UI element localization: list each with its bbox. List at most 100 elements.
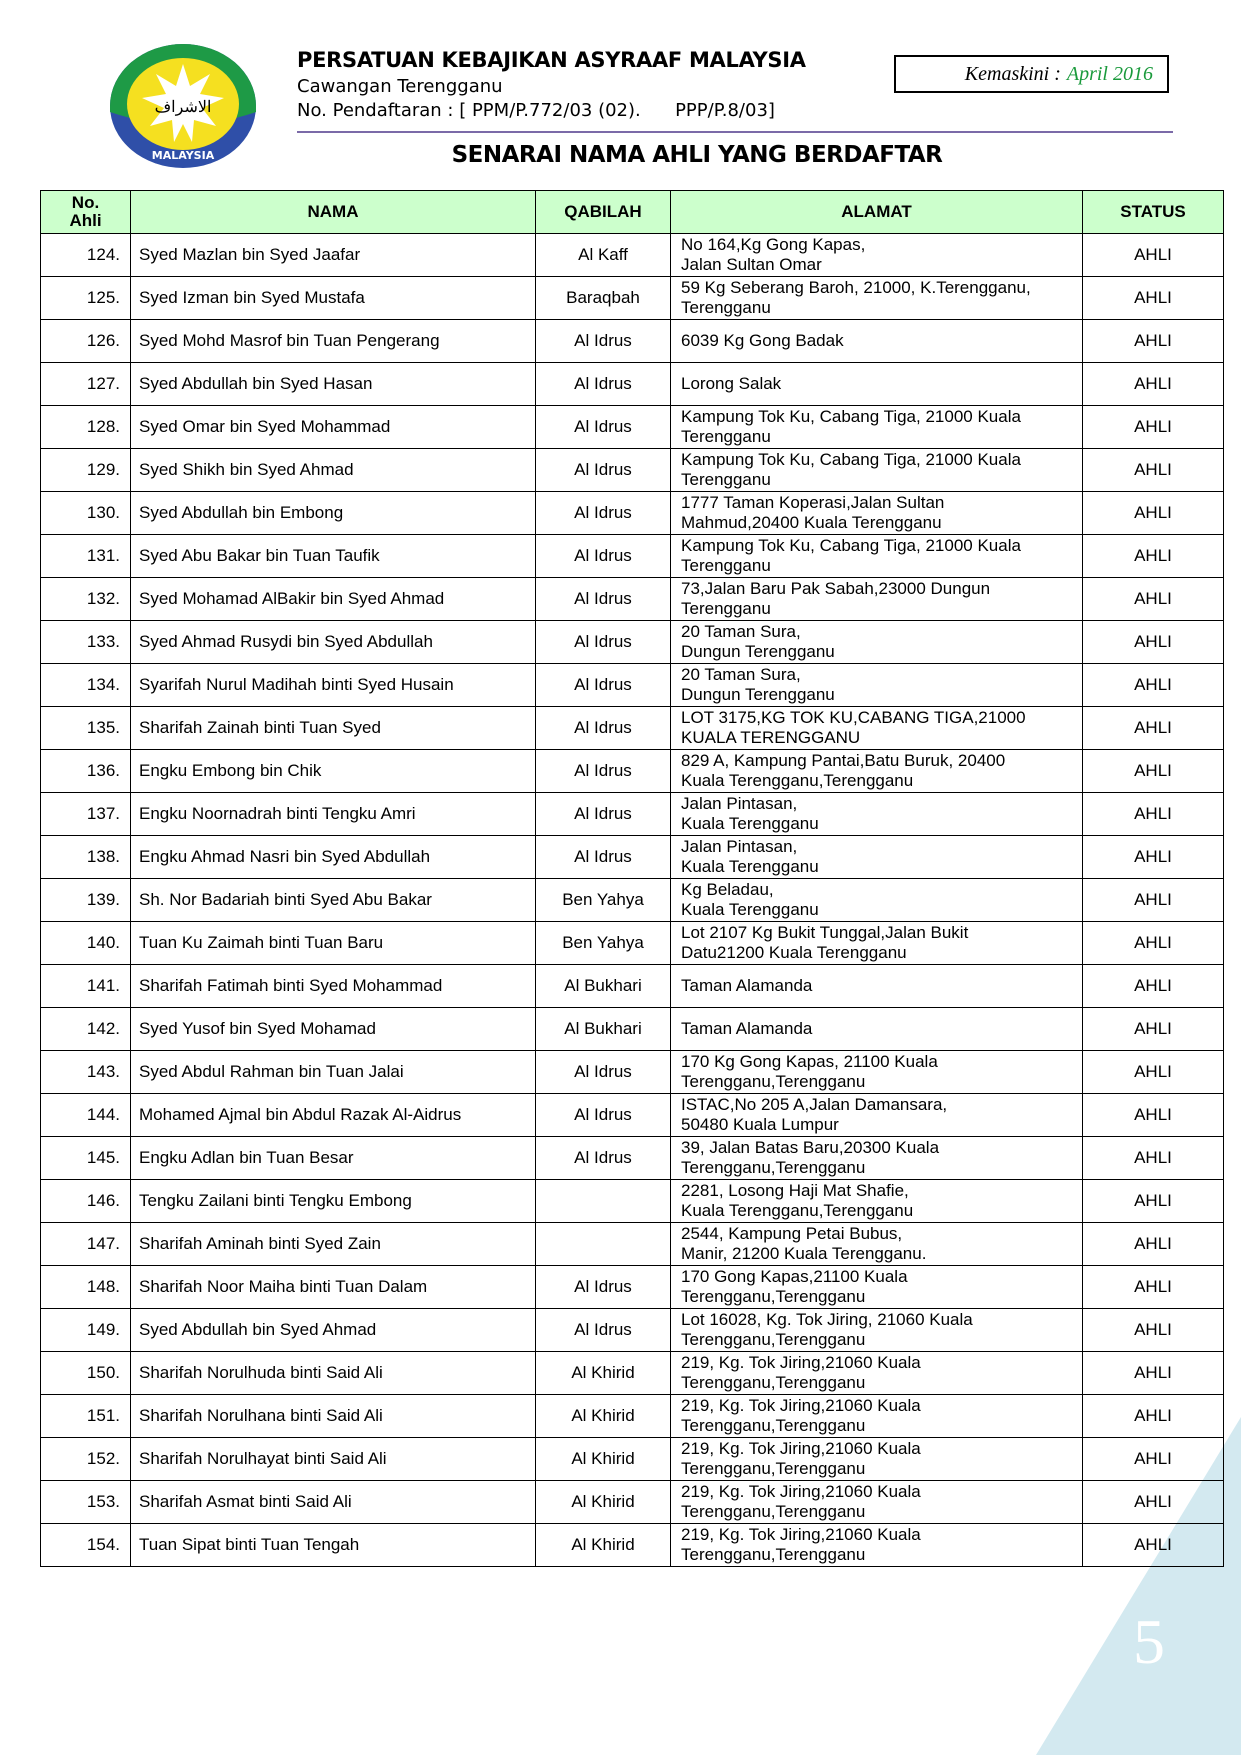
member-address: 1777 Taman Koperasi,Jalan Sultan Mahmud,…	[670, 491, 1083, 535]
member-qabilah: Ben Yahya	[535, 878, 671, 922]
table-row: 139. Sh. Nor Badariah binti Syed Abu Baka…	[40, 878, 1224, 922]
table-row: 153. Sharifah Asmat binti Said Ali Al Khir…	[40, 1480, 1224, 1524]
member-number: 138.	[40, 835, 131, 879]
member-address: 219, Kg. Tok Jiring,21060 Kuala Terengga…	[670, 1351, 1083, 1395]
member-number: 152.	[40, 1437, 131, 1481]
member-address: 219, Kg. Tok Jiring,21060 Kuala Terengga…	[670, 1437, 1083, 1481]
member-address: 20 Taman Sura, Dungun Terengganu	[670, 663, 1083, 707]
table-row: 133. Syed Ahmad Rusydi bin Syed Abdullah A…	[40, 620, 1224, 664]
member-number: 154.	[40, 1523, 131, 1567]
table-row: 130. Syed Abdullah bin Embong Al Idrus 1777…	[40, 491, 1224, 535]
member-address: 170 Gong Kapas,21100 Kuala Terengganu,Te…	[670, 1265, 1083, 1309]
svg-text:ﺍﻻﺷﺮﺍﻑ: ﺍﻻﺷﺮﺍﻑ	[155, 97, 212, 116]
member-number: 127.	[40, 362, 131, 406]
member-address: Kampung Tok Ku, Cabang Tiga, 21000 Kuala…	[670, 534, 1083, 578]
table-row: 128. Syed Omar bin Syed Mohammad Al Idrus K…	[40, 405, 1224, 449]
member-qabilah: Al Khirid	[535, 1351, 671, 1395]
organization-logo: ﺍﻻﺷﺮﺍﻑ MALAYSIA	[110, 44, 256, 168]
member-number: 131.	[40, 534, 131, 578]
column-header-no: No. Ahli	[40, 190, 131, 234]
member-number: 129.	[40, 448, 131, 492]
updated-box: Kemaskini : April 2016	[894, 55, 1169, 93]
member-qabilah: Al Idrus	[535, 319, 671, 363]
member-name: Sharifah Noor Maiha binti Tuan Dalam	[130, 1265, 536, 1309]
member-qabilah: Al Idrus	[535, 362, 671, 406]
table-row: 129. Syed Shikh bin Syed Ahmad Al Idrus Kam…	[40, 448, 1224, 492]
member-qabilah: Al Idrus	[535, 749, 671, 793]
member-address: ISTAC,No 205 A,Jalan Damansara, 50480 Ku…	[670, 1093, 1083, 1137]
member-address: Lot 2107 Kg Bukit Tunggal,Jalan Bukit Da…	[670, 921, 1083, 965]
table-row: 146. Tengku Zailani binti Tengku Embong 22…	[40, 1179, 1224, 1223]
member-name: Tuan Sipat binti Tuan Tengah	[130, 1523, 536, 1567]
member-number: 137.	[40, 792, 131, 836]
member-qabilah: Baraqbah	[535, 276, 671, 320]
member-number: 125.	[40, 276, 131, 320]
table-row: 126. Syed Mohd Masrof bin Tuan Pengerang A…	[40, 319, 1224, 363]
member-address: No 164,Kg Gong Kapas, Jalan Sultan Omar	[670, 233, 1083, 277]
member-address: 59 Kg Seberang Baroh, 21000, K.Terenggan…	[670, 276, 1083, 320]
member-name: Syed Ahmad Rusydi bin Syed Abdullah	[130, 620, 536, 664]
member-status: AHLI	[1082, 362, 1224, 406]
member-number: 139.	[40, 878, 131, 922]
column-header-status: STATUS	[1082, 190, 1224, 234]
member-status: AHLI	[1082, 1050, 1224, 1094]
member-name: Engku Noornadrah binti Tengku Amri	[130, 792, 536, 836]
table-row: 147. Sharifah Aminah binti Syed Zain 2544,…	[40, 1222, 1224, 1266]
member-name: Sh. Nor Badariah binti Syed Abu Bakar	[130, 878, 536, 922]
member-name: Syed Mohamad AlBakir bin Syed Ahmad	[130, 577, 536, 621]
member-status: AHLI	[1082, 620, 1224, 664]
member-name: Sharifah Aminah binti Syed Zain	[130, 1222, 536, 1266]
branch-name: Cawangan Terengganu	[297, 76, 503, 97]
member-status: AHLI	[1082, 663, 1224, 707]
member-address: 219, Kg. Tok Jiring,21060 Kuala Terengga…	[670, 1394, 1083, 1438]
member-address: LOT 3175,KG TOK KU,CABANG TIGA,21000 KUA…	[670, 706, 1083, 750]
member-qabilah: Al Idrus	[535, 1308, 671, 1352]
member-address: Kampung Tok Ku, Cabang Tiga, 21000 Kuala…	[670, 405, 1083, 449]
member-qabilah: Al Idrus	[535, 534, 671, 578]
member-status: AHLI	[1082, 534, 1224, 578]
member-address: 20 Taman Sura, Dungun Terengganu	[670, 620, 1083, 664]
page-number: 5	[1133, 1606, 1165, 1677]
table-row: 135. Sharifah Zainah binti Tuan Syed Al Id…	[40, 706, 1224, 750]
member-status: AHLI	[1082, 1523, 1224, 1567]
member-name: Mohamed Ajmal bin Abdul Razak Al-Aidrus	[130, 1093, 536, 1137]
member-qabilah: Al Khirid	[535, 1480, 671, 1524]
member-status: AHLI	[1082, 1136, 1224, 1180]
member-qabilah: Al Idrus	[535, 448, 671, 492]
member-qabilah: Al Idrus	[535, 491, 671, 535]
member-qabilah: Al Bukhari	[535, 1007, 671, 1051]
member-number: 135.	[40, 706, 131, 750]
member-address: Kg Beladau, Kuala Terengganu	[670, 878, 1083, 922]
member-status: AHLI	[1082, 577, 1224, 621]
table-row: 137. Engku Noornadrah binti Tengku Amri Al…	[40, 792, 1224, 836]
member-number: 124.	[40, 233, 131, 277]
member-name: Syed Mohd Masrof bin Tuan Pengerang	[130, 319, 536, 363]
member-address: 6039 Kg Gong Badak	[670, 319, 1083, 363]
member-status: AHLI	[1082, 964, 1224, 1008]
member-status: AHLI	[1082, 1179, 1224, 1223]
header-divider	[297, 131, 1173, 133]
member-address: 219, Kg. Tok Jiring,21060 Kuala Terengga…	[670, 1523, 1083, 1567]
member-status: AHLI	[1082, 878, 1224, 922]
member-name: Sharifah Fatimah binti Syed Mohammad	[130, 964, 536, 1008]
member-name: Engku Adlan bin Tuan Besar	[130, 1136, 536, 1180]
page-title: SENARAI NAMA AHLI YANG BERDAFTAR	[451, 142, 943, 168]
member-number: 133.	[40, 620, 131, 664]
member-number: 142.	[40, 1007, 131, 1051]
member-address: 2281, Losong Haji Mat Shafie, Kuala Tere…	[670, 1179, 1083, 1223]
member-qabilah: Al Idrus	[535, 1093, 671, 1137]
member-number: 150.	[40, 1351, 131, 1395]
member-name: Engku Ahmad Nasri bin Syed Abdullah	[130, 835, 536, 879]
member-name: Tuan Ku Zaimah binti Tuan Baru	[130, 921, 536, 965]
member-status: AHLI	[1082, 405, 1224, 449]
member-number: 132.	[40, 577, 131, 621]
member-qabilah: Al Idrus	[535, 835, 671, 879]
table-row: 140. Tuan Ku Zaimah binti Tuan Baru Ben Ya…	[40, 921, 1224, 965]
member-name: Syed Abdul Rahman bin Tuan Jalai	[130, 1050, 536, 1094]
member-qabilah: Al Khirid	[535, 1437, 671, 1481]
member-address: 2544, Kampung Petai Bubus, Manir, 21200 …	[670, 1222, 1083, 1266]
member-name: Syed Abdullah bin Embong	[130, 491, 536, 535]
updated-value: April 2016	[1066, 62, 1153, 85]
member-address: 73,Jalan Baru Pak Sabah,23000 Dungun Ter…	[670, 577, 1083, 621]
member-qabilah: Al Bukhari	[535, 964, 671, 1008]
